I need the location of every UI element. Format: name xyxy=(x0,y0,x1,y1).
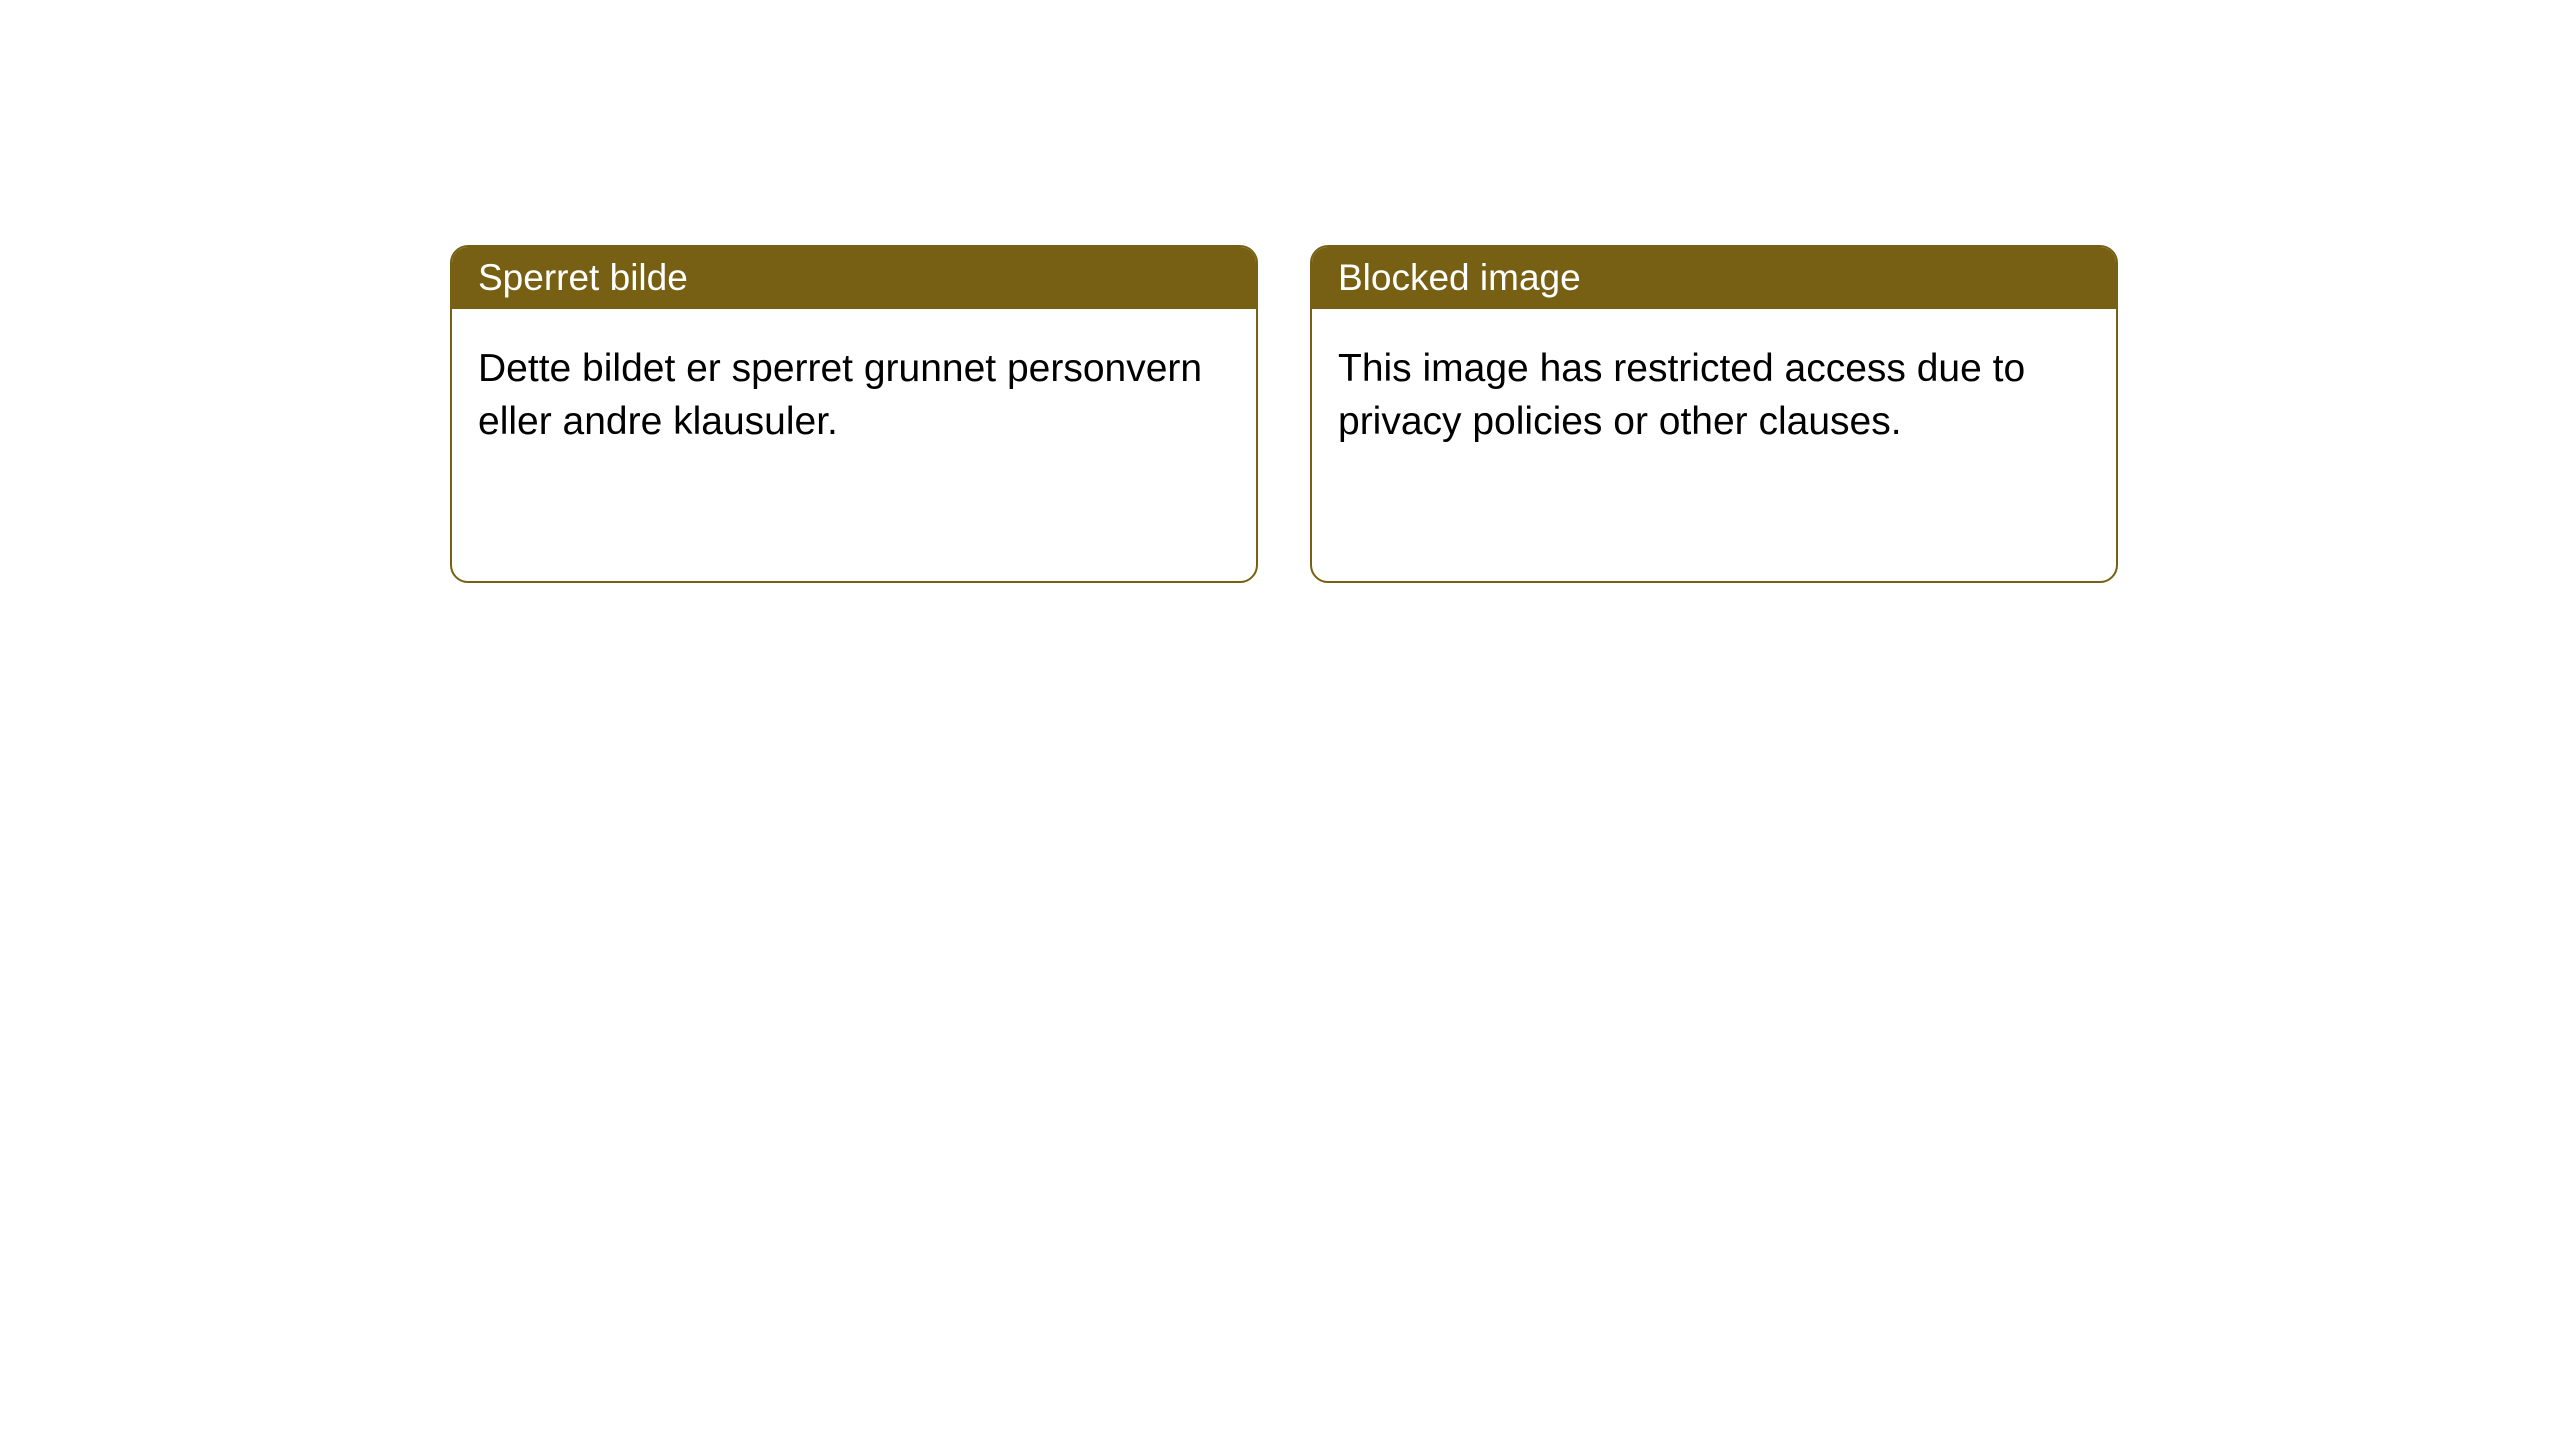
notice-body: This image has restricted access due to … xyxy=(1312,309,2116,482)
notice-header: Sperret bilde xyxy=(452,247,1256,309)
notice-body: Dette bildet er sperret grunnet personve… xyxy=(452,309,1256,482)
notice-container: Sperret bilde Dette bildet er sperret gr… xyxy=(450,245,2118,583)
notice-text: This image has restricted access due to … xyxy=(1338,347,2025,443)
notice-card-norwegian: Sperret bilde Dette bildet er sperret gr… xyxy=(450,245,1258,583)
notice-title: Blocked image xyxy=(1338,257,1581,299)
notice-header: Blocked image xyxy=(1312,247,2116,309)
notice-text: Dette bildet er sperret grunnet personve… xyxy=(478,347,1202,443)
notice-card-english: Blocked image This image has restricted … xyxy=(1310,245,2118,583)
notice-title: Sperret bilde xyxy=(478,257,688,299)
